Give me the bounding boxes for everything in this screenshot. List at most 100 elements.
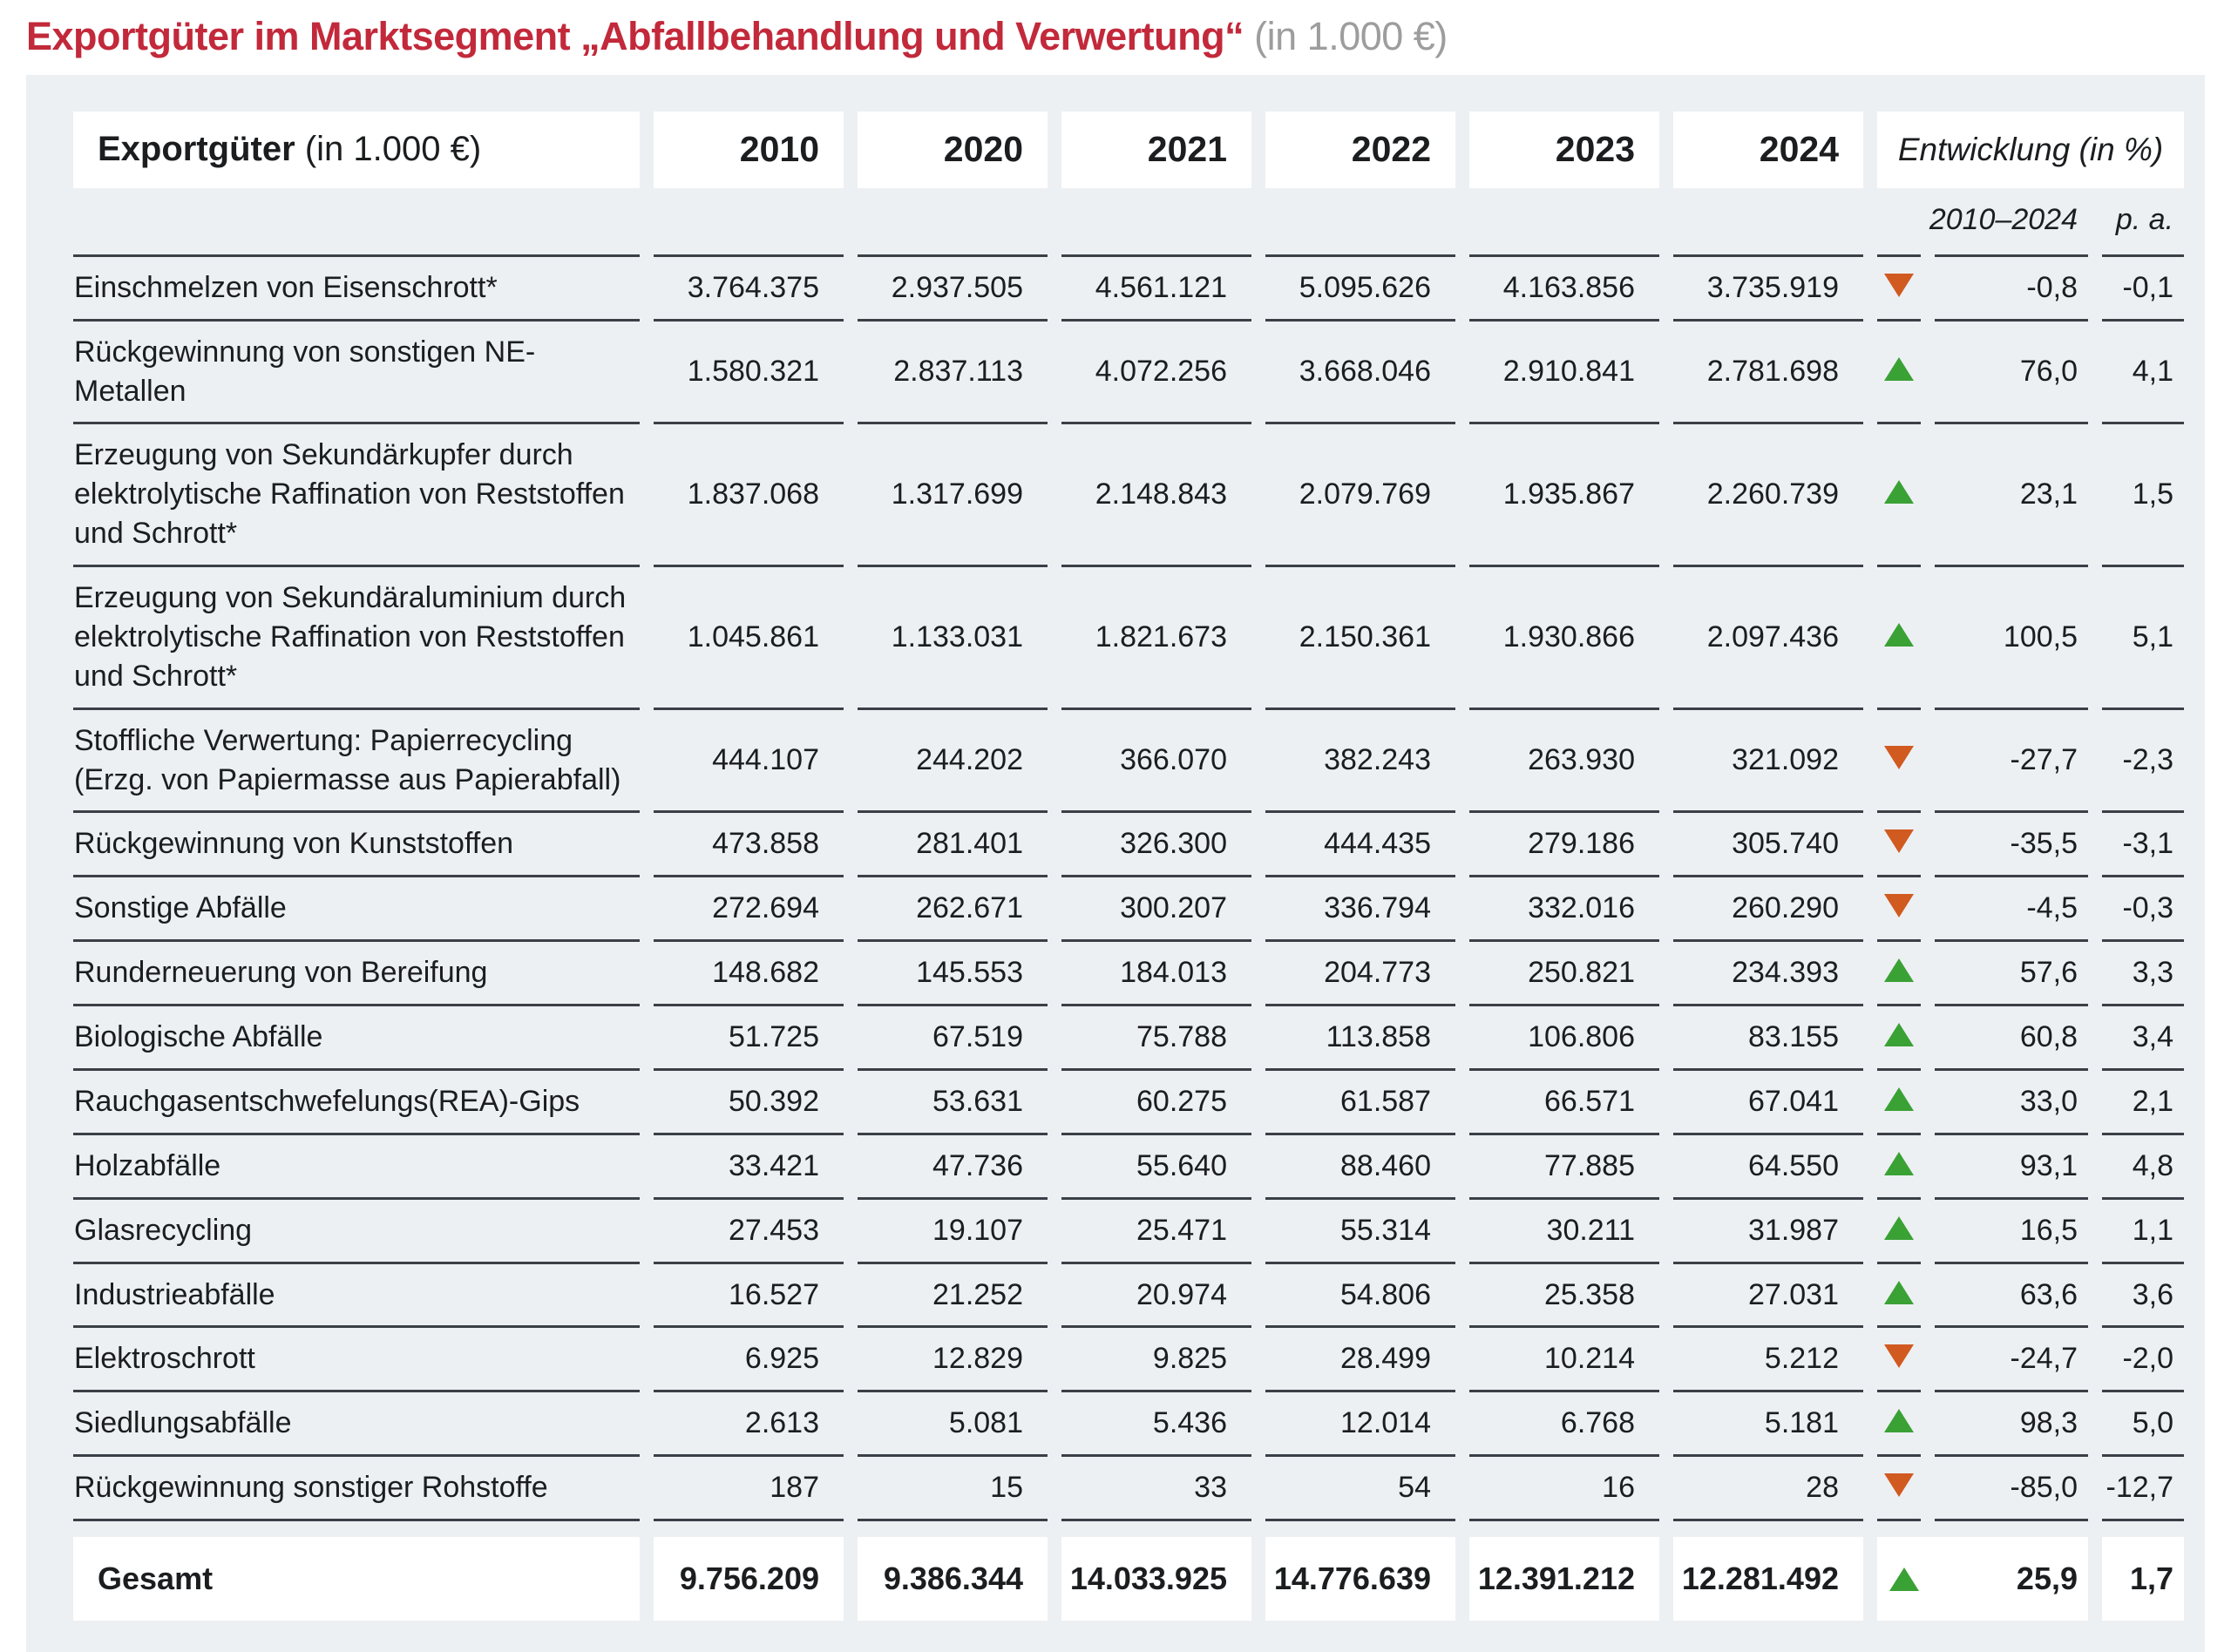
trend-up-icon	[1884, 480, 1914, 504]
trend-cell	[1877, 1457, 1921, 1521]
row-label: Stoffliche Verwertung: Papierrecycling (…	[73, 710, 640, 814]
value-2010: 50.392	[654, 1071, 844, 1135]
sub-header-pa: p. a.	[2115, 202, 2174, 236]
row-label: Erzeugung von Sekundäraluminium durch el…	[73, 567, 640, 710]
table-body: Einschmelzen von Eisenschrott* 3.764.375…	[73, 254, 2185, 1521]
table-row: Industrieabfälle 16.527 21.252 20.974 54…	[73, 1264, 2185, 1329]
change-2010-2024: 33,0	[1935, 1071, 2088, 1135]
change-2010-2024: 23,1	[1935, 424, 2088, 567]
header-label-bold: Exportgüter	[98, 130, 295, 169]
value-2024: 5.181	[1673, 1392, 1863, 1458]
value-2024: 3.735.919	[1673, 254, 1863, 322]
value-2010: 473.858	[654, 813, 844, 878]
table-row: Elektroschrott 6.925 12.829 9.825 28.499…	[73, 1328, 2185, 1393]
table-row: Biologische Abfälle 51.725 67.519 75.788…	[73, 1006, 2185, 1071]
trend-down-icon	[1884, 1344, 1914, 1369]
change-per-annum: -2,0	[2102, 1328, 2185, 1393]
column-header-2024: 2024	[1673, 111, 1863, 188]
value-2020: 5.081	[858, 1392, 1048, 1458]
value-2020: 262.671	[858, 877, 1048, 943]
trend-up-icon	[1884, 357, 1914, 382]
change-per-annum: 4,8	[2102, 1135, 2185, 1200]
row-label: Holzabfälle	[73, 1135, 640, 1200]
change-per-annum: 1,1	[2102, 1200, 2185, 1264]
value-2022: 444.435	[1265, 813, 1455, 878]
table-row: Holzabfälle 33.421 47.736 55.640 88.460 …	[73, 1135, 2185, 1200]
trend-cell	[1877, 942, 1921, 1006]
trend-cell	[1877, 1264, 1921, 1329]
change-2010-2024: -35,5	[1935, 813, 2088, 878]
value-2023: 77.885	[1469, 1135, 1659, 1200]
change-2010-2024: 16,5	[1935, 1200, 2088, 1264]
change-per-annum: 2,1	[2102, 1071, 2185, 1135]
change-2010-2024: 57,6	[1935, 942, 2088, 1006]
table-row: Rückgewinnung von sonstigen NE-Metallen …	[73, 322, 2185, 425]
value-2022: 61.587	[1265, 1071, 1455, 1135]
value-2023: 1.930.866	[1469, 567, 1659, 710]
change-per-annum: -2,3	[2102, 710, 2185, 814]
value-2010: 6.925	[654, 1328, 844, 1393]
trend-cell	[1877, 1200, 1921, 1264]
value-2022: 55.314	[1265, 1200, 1455, 1264]
value-2021: 75.788	[1061, 1006, 1251, 1071]
change-2010-2024: 63,6	[1935, 1264, 2088, 1329]
trend-cell	[1877, 1135, 1921, 1200]
total-change-range: 25,9	[2016, 1561, 2078, 1596]
table-panel: Exportgüter (in 1.000 €) 2010 2020 2021 …	[26, 74, 2205, 1652]
column-header-2023: 2023	[1469, 111, 1659, 188]
trend-cell	[1877, 424, 1921, 567]
row-label: Rückgewinnung von Kunststoffen	[73, 813, 640, 878]
column-header-2020: 2020	[858, 111, 1048, 188]
header-row: Exportgüter (in 1.000 €) 2010 2020 2021 …	[73, 111, 2185, 188]
header-label-unit: (in 1.000 €)	[304, 130, 482, 169]
change-per-annum: -0,3	[2102, 877, 2185, 943]
value-2021: 9.825	[1061, 1328, 1251, 1393]
change-per-annum: 3,3	[2102, 942, 2185, 1006]
change-per-annum: 3,4	[2102, 1006, 2185, 1071]
value-2010: 1.045.861	[654, 567, 844, 710]
value-2023: 263.930	[1469, 710, 1659, 814]
table-row: Runderneuerung von Bereifung 148.682 145…	[73, 942, 2185, 1006]
trend-down-icon	[1884, 1473, 1914, 1498]
value-2024: 67.041	[1673, 1071, 1863, 1135]
value-2024: 27.031	[1673, 1264, 1863, 1329]
row-label: Siedlungsabfälle	[73, 1392, 640, 1458]
value-2023: 332.016	[1469, 877, 1659, 943]
row-label: Rauchgasentschwefelungs(REA)-Gips	[73, 1071, 640, 1135]
trend-cell	[1877, 813, 1921, 878]
value-2023: 1.935.867	[1469, 424, 1659, 567]
change-per-annum: 4,1	[2102, 322, 2185, 425]
change-per-annum: -0,1	[2102, 254, 2185, 322]
trend-down-icon	[1884, 894, 1914, 918]
value-2022: 88.460	[1265, 1135, 1455, 1200]
sub-header-range: 2010–2024	[1929, 202, 2078, 236]
change-per-annum: -12,7	[2102, 1457, 2185, 1521]
total-value-2020: 9.386.344	[858, 1537, 1048, 1621]
value-2021: 4.072.256	[1061, 322, 1251, 425]
table-row: Einschmelzen von Eisenschrott* 3.764.375…	[73, 254, 2185, 322]
value-2020: 19.107	[858, 1200, 1048, 1264]
value-2022: 336.794	[1265, 877, 1455, 943]
trend-cell	[1877, 254, 1921, 322]
value-2024: 31.987	[1673, 1200, 1863, 1264]
value-2023: 4.163.856	[1469, 254, 1659, 322]
value-2024: 234.393	[1673, 942, 1863, 1006]
total-trend-cell: 25,9	[1877, 1537, 2088, 1621]
value-2010: 2.613	[654, 1392, 844, 1458]
change-2010-2024: 100,5	[1935, 567, 2088, 710]
trend-cell	[1877, 567, 1921, 710]
row-label: Elektroschrott	[73, 1328, 640, 1393]
change-per-annum: 5,0	[2102, 1392, 2185, 1458]
value-2010: 148.682	[654, 942, 844, 1006]
value-2020: 21.252	[858, 1264, 1048, 1329]
value-2010: 272.694	[654, 877, 844, 943]
column-header-2021: 2021	[1061, 111, 1251, 188]
value-2010: 33.421	[654, 1135, 844, 1200]
page-title-main: Exportgüter im Marktsegment „Abfallbehan…	[26, 14, 1244, 58]
change-2010-2024: -4,5	[1935, 877, 2088, 943]
value-2023: 250.821	[1469, 942, 1659, 1006]
value-2020: 1.133.031	[858, 567, 1048, 710]
value-2024: 2.781.698	[1673, 322, 1863, 425]
value-2020: 15	[858, 1457, 1048, 1521]
value-2010: 16.527	[654, 1264, 844, 1329]
